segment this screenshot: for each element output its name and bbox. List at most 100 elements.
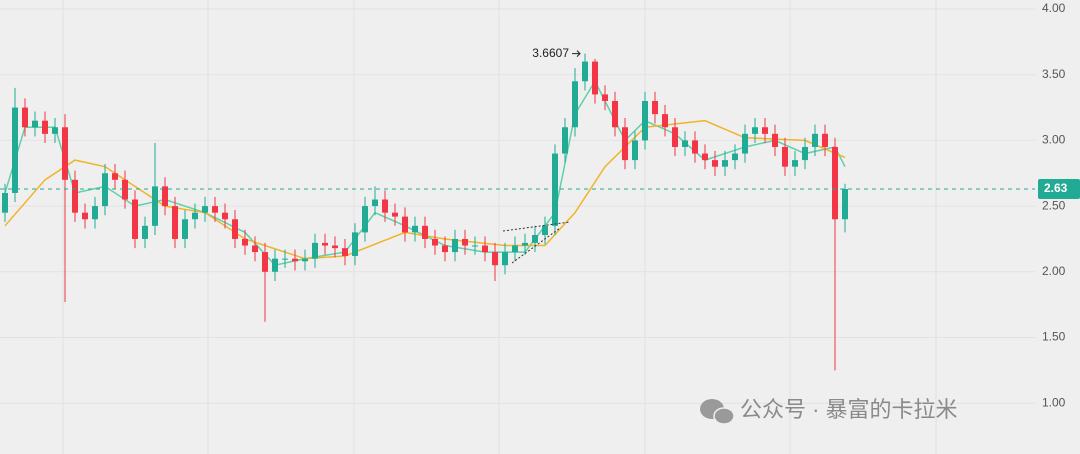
candle-body: [522, 242, 528, 246]
candle-body: [512, 245, 518, 253]
candle-body: [62, 127, 68, 180]
candle-body: [722, 160, 728, 167]
candle-body: [342, 248, 348, 257]
candle-body: [502, 252, 508, 266]
candle-body: [2, 192, 8, 213]
candle-body: [772, 133, 778, 147]
candle-body: [492, 252, 498, 266]
y-tick-label: 4.00: [1042, 1, 1066, 15]
pattern-drawing: [502, 221, 571, 264]
candle-body: [562, 127, 568, 154]
candle-body: [22, 107, 28, 128]
candle-body: [652, 100, 658, 115]
high-annotation: 3.6607: [532, 46, 569, 60]
candle-body: [632, 140, 638, 161]
y-tick-label: 1.00: [1042, 395, 1066, 409]
candle-body: [102, 173, 108, 207]
last-price-label: 2.63: [1044, 181, 1068, 195]
candle-body: [182, 219, 188, 239]
candle-body: [842, 189, 848, 220]
candle-body: [232, 219, 238, 239]
candle-body: [52, 127, 58, 134]
candle-body: [142, 225, 148, 239]
y-tick-label: 2.50: [1042, 198, 1066, 212]
y-tick-label: 2.00: [1042, 264, 1066, 278]
candle-body: [302, 258, 308, 262]
candle-body: [742, 133, 748, 154]
candle-body: [422, 225, 428, 239]
candle-body: [642, 100, 648, 141]
vertical-grid: [62, 0, 937, 454]
trend-line: [502, 221, 571, 232]
candle-body: [252, 245, 258, 253]
candle-body: [42, 120, 48, 134]
candle-body: [432, 238, 438, 246]
last-price-badge: [1038, 179, 1080, 200]
candle-body: [72, 179, 78, 213]
candle-body: [622, 127, 628, 161]
candle-body: [602, 94, 608, 101]
candle-body: [352, 232, 358, 257]
candle-body: [662, 114, 668, 128]
candle-body: [582, 61, 588, 82]
candle-body: [832, 146, 838, 220]
candle-body: [322, 242, 328, 246]
candle-body: [572, 81, 578, 128]
watermark-text: 公众号 · 暴富的卡拉米: [740, 397, 958, 422]
candle-body: [162, 186, 168, 207]
candle-body: [392, 212, 398, 217]
candle-body: [592, 61, 598, 95]
wechat-icon: [713, 407, 735, 425]
trend-line: [511, 227, 561, 264]
candle-body: [112, 173, 118, 180]
candle-body: [762, 127, 768, 134]
candle-body: [472, 245, 478, 247]
y-tick-label: 3.50: [1042, 67, 1066, 81]
candle-body: [222, 212, 228, 220]
candle-body: [212, 206, 218, 213]
plot: 1.00 1.50 2.00 2.50 3.00 3.50 4.00 2.63 3.6607: [0, 1, 1080, 409]
candle-body: [552, 153, 558, 226]
candle-body: [132, 199, 138, 239]
candle-body: [412, 225, 418, 233]
candle-body: [32, 120, 38, 128]
candle-body: [402, 216, 408, 233]
candle-body: [782, 146, 788, 167]
candle-body: [242, 238, 248, 246]
candle-body: [12, 107, 18, 193]
candle-body: [372, 199, 378, 207]
candle-body: [692, 140, 698, 154]
candle-body: [802, 146, 808, 161]
candle-body: [752, 127, 758, 134]
candle-body: [82, 212, 88, 220]
candle-body: [122, 179, 128, 200]
candle-body: [462, 238, 468, 246]
candle-body: [312, 242, 318, 259]
candle-body: [262, 252, 268, 272]
candle-body: [192, 212, 198, 220]
candle-body: [812, 133, 818, 147]
candle-body: [702, 153, 708, 161]
candle-body: [382, 199, 388, 213]
candle-body: [152, 186, 158, 226]
candle-body: [482, 245, 488, 253]
annotation-arrow: [572, 50, 581, 57]
candle-body: [792, 160, 798, 167]
watermark: 公众号 · 暴富的卡拉米: [700, 397, 958, 425]
candle-body: [332, 245, 338, 249]
candle-body: [532, 235, 538, 243]
candle-body: [712, 160, 718, 167]
candle-body: [542, 225, 548, 236]
candle-body: [292, 258, 298, 262]
candle-body: [92, 206, 98, 220]
candle-body: [362, 206, 368, 233]
candle-body: [452, 238, 458, 253]
candle-body: [442, 245, 448, 253]
candle-body: [672, 127, 678, 147]
y-tick-label: 1.50: [1042, 330, 1066, 344]
candle-body: [682, 140, 688, 147]
candle-body: [612, 100, 618, 128]
candle-body: [172, 206, 178, 239]
candle-body: [822, 133, 828, 147]
